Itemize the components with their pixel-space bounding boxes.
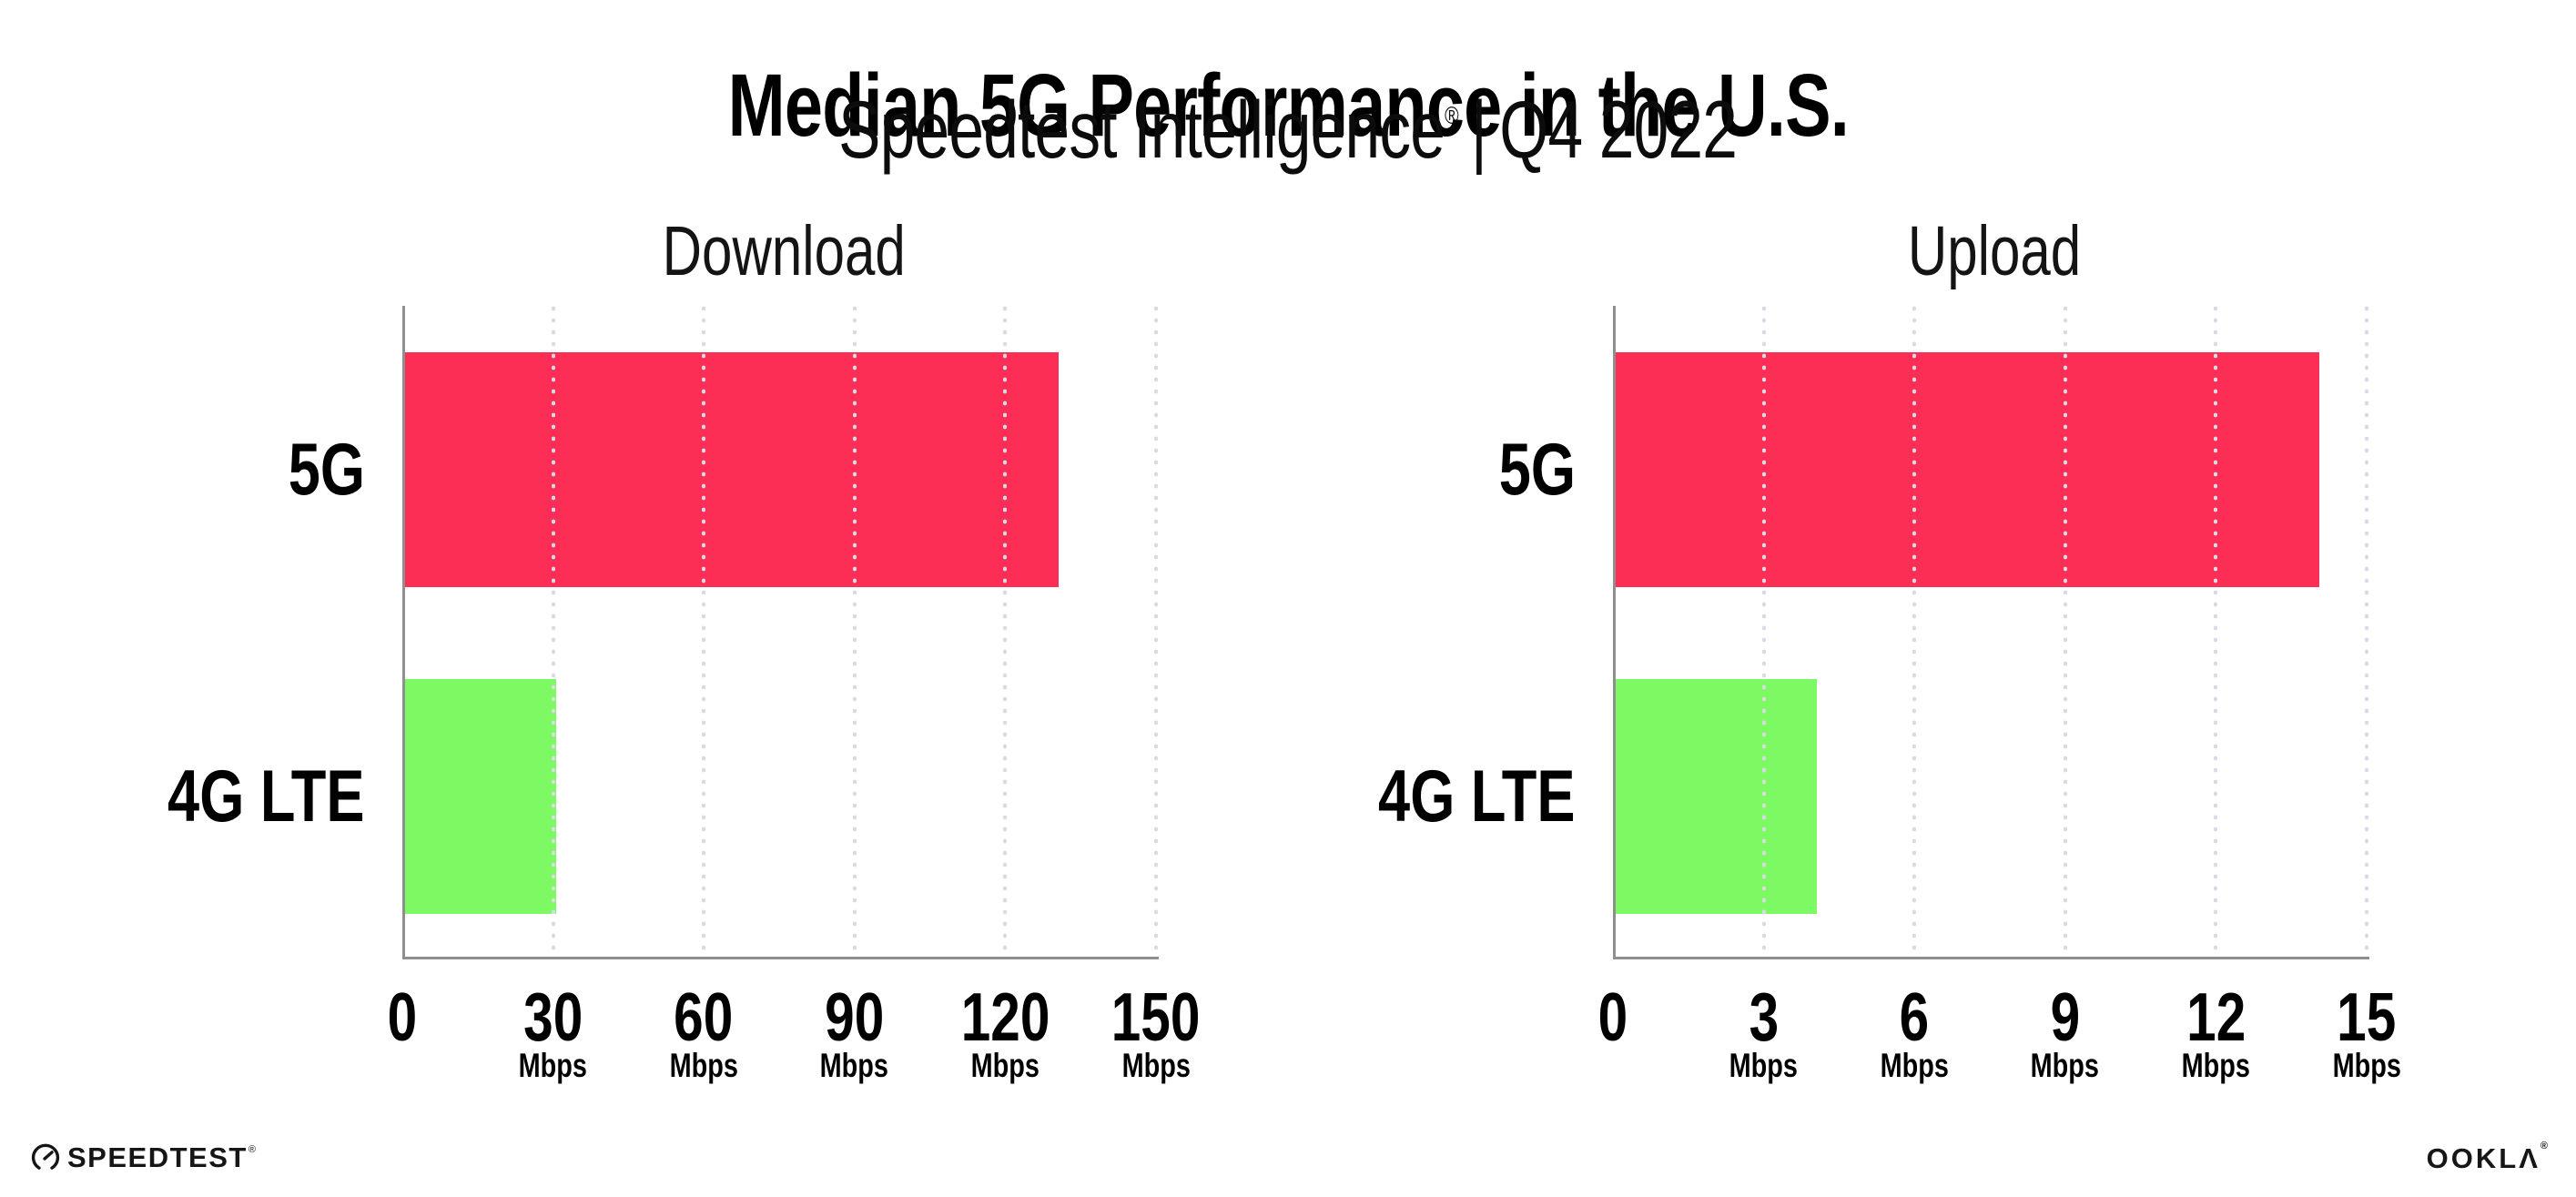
- bar-4g-lte-download: [405, 679, 556, 914]
- x-tick-unit-90: Mbps: [820, 1047, 889, 1084]
- chart-title: Median 5G Performance in the U.S.: [727, 55, 1849, 155]
- gridline-150: [1154, 306, 1158, 957]
- x-tick-unit-6: Mbps: [1880, 1047, 1949, 1084]
- registered-trademark-icon: ®: [1445, 102, 1460, 130]
- x-tick-150: 150: [1111, 979, 1201, 1055]
- speedtest-logo: SPEEDTEST ®: [30, 1140, 256, 1176]
- x-tick-15: 15: [2337, 979, 2397, 1055]
- download-panel-title: Download: [662, 212, 906, 290]
- x-tick-unit-12: Mbps: [2181, 1047, 2251, 1084]
- bar-4g-lte-upload: [1616, 679, 1817, 914]
- ookla-logo: OOKLΛ®: [2426, 1140, 2551, 1175]
- upload-plot-area: [1613, 306, 2369, 959]
- download-plot-area: [402, 306, 1159, 959]
- gridline-30: [551, 306, 555, 957]
- gridline-3: [1761, 306, 1766, 957]
- speedtest-wordmark: SPEEDTEST: [67, 1141, 248, 1173]
- x-tick-0: 0: [387, 979, 418, 1055]
- gridline-15: [2365, 306, 2368, 957]
- x-tick-60: 60: [674, 979, 734, 1055]
- category-label-5g: 5G: [288, 429, 365, 511]
- x-tick-0: 0: [1597, 979, 1628, 1055]
- x-tick-3: 3: [1749, 979, 1779, 1055]
- speedtest-registered-icon: ®: [248, 1144, 256, 1155]
- gridline-12: [2214, 306, 2218, 957]
- subtitle-separator: |: [1471, 84, 1487, 175]
- gridline-90: [852, 306, 857, 957]
- x-tick-120: 120: [960, 979, 1050, 1055]
- category-label-4g-lte: 4G LTE: [167, 756, 365, 837]
- x-tick-unit-120: Mbps: [970, 1047, 1040, 1084]
- subtitle-period: Q4 2022: [1499, 84, 1739, 175]
- x-tick-unit-3: Mbps: [1729, 1047, 1799, 1084]
- x-tick-9: 9: [2050, 979, 2081, 1055]
- ookla-wordmark: OOKLΛ: [2426, 1142, 2541, 1174]
- category-label-5g: 5G: [1498, 429, 1576, 511]
- x-tick-unit-150: Mbps: [1121, 1047, 1191, 1084]
- x-tick-unit-30: Mbps: [518, 1047, 588, 1084]
- gridline-60: [702, 306, 706, 957]
- bar-5g-download: [405, 352, 1059, 587]
- x-tick-unit-9: Mbps: [2031, 1047, 2100, 1084]
- x-tick-90: 90: [825, 979, 885, 1055]
- x-tick-12: 12: [2186, 979, 2246, 1055]
- x-tick-6: 6: [1899, 979, 1930, 1055]
- chart-subtitle: Speedtest Intelligence® | Q4 2022: [0, 89, 2576, 170]
- gridline-6: [1912, 306, 1917, 957]
- x-tick-unit-60: Mbps: [669, 1047, 738, 1084]
- ookla-registered-icon: ®: [2540, 1140, 2551, 1151]
- x-tick-unit-15: Mbps: [2332, 1047, 2401, 1084]
- bar-5g-upload: [1616, 352, 2319, 587]
- speedtest-gauge-icon: [31, 1143, 60, 1170]
- gridline-9: [2063, 306, 2067, 957]
- subtitle-brand: Speedtest Intelligence: [838, 84, 1446, 175]
- category-label-4g-lte: 4G LTE: [1378, 756, 1576, 837]
- gridline-120: [1003, 306, 1008, 957]
- upload-panel-title: Upload: [1907, 212, 2082, 290]
- x-tick-30: 30: [523, 979, 583, 1055]
